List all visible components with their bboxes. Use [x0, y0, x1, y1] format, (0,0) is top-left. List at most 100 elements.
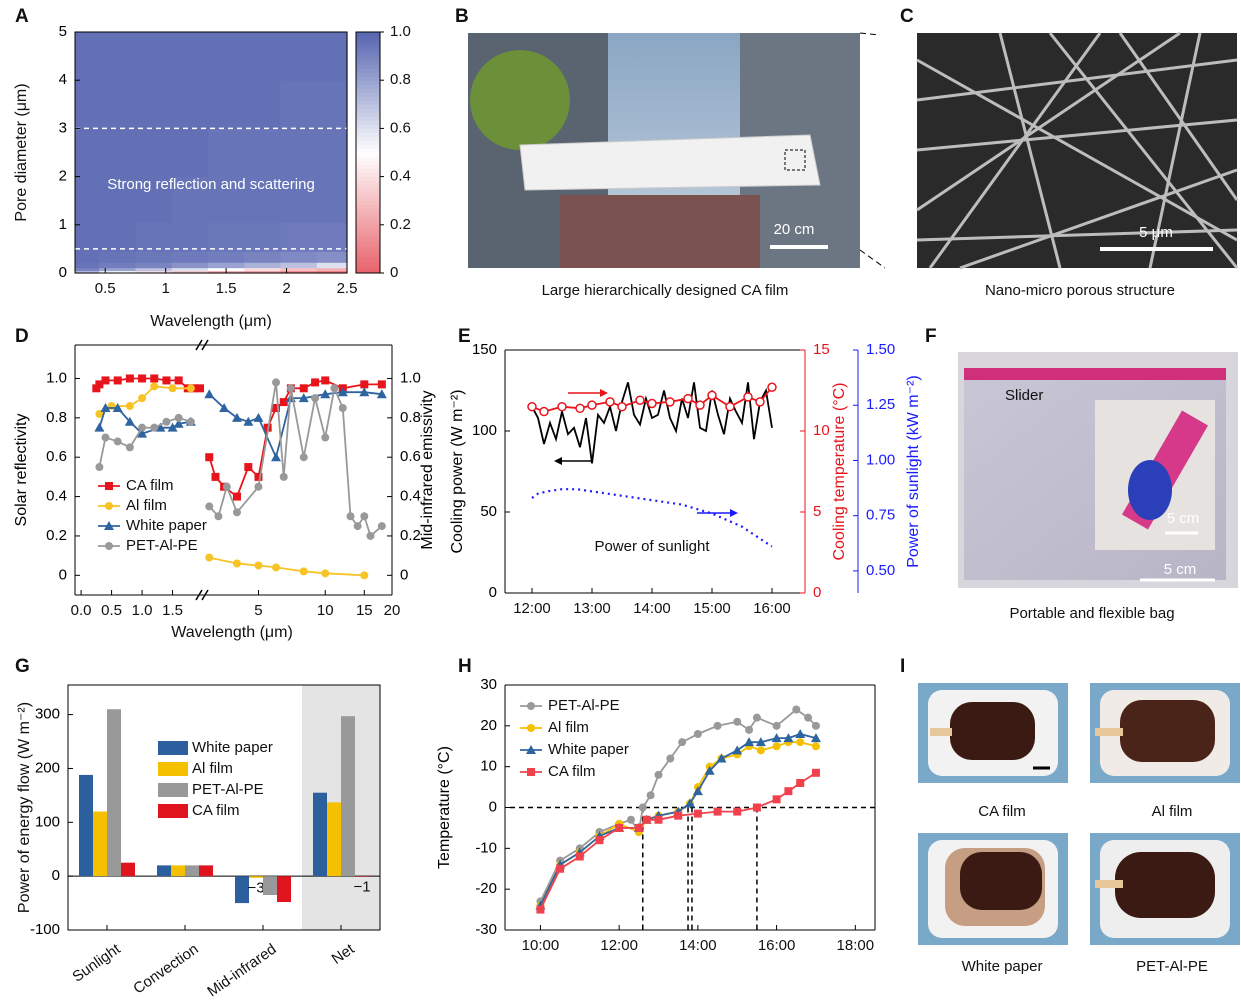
heat-cell: [244, 80, 281, 129]
y-tick-label: 3: [59, 119, 67, 136]
marker: [223, 483, 231, 491]
marker: [792, 706, 800, 714]
marker: [627, 816, 635, 824]
legend-label: PET-Al-PE: [126, 537, 198, 554]
y-tick-label: 1.50: [866, 341, 895, 358]
x-tick-label: 18:00: [837, 937, 875, 954]
heat-cell: [135, 251, 172, 262]
marker: [347, 512, 355, 520]
colorbar-slice: [356, 173, 380, 178]
marker: [233, 508, 241, 516]
marker: [272, 378, 280, 386]
heat-cell: [317, 262, 348, 268]
y-tick-label: -100: [30, 921, 60, 938]
x-tick-label: 2.5: [337, 280, 358, 297]
colorbar-slice: [356, 249, 380, 254]
x-tick-label: 13:00: [573, 600, 611, 617]
caption: White paper: [962, 958, 1043, 975]
heat-cell: [281, 222, 318, 252]
heat-cell: [172, 262, 209, 268]
colorbar-slice: [356, 96, 380, 101]
colorbar-slice: [356, 116, 380, 121]
x-tick-label: Sunlight: [69, 940, 124, 985]
marker: [187, 384, 195, 392]
bar: [249, 876, 263, 878]
marker: [757, 746, 765, 754]
bar: [93, 812, 107, 877]
marker: [812, 722, 820, 730]
legend-swatch: [158, 783, 188, 797]
y-tick-label: 0: [400, 566, 408, 583]
x-tick-label: 1.5: [216, 280, 237, 297]
marker: [205, 502, 213, 510]
colorbar-slice: [356, 201, 380, 206]
marker: [300, 453, 308, 461]
marker: [214, 512, 222, 520]
marker: [556, 865, 564, 873]
heat-cell: [244, 128, 281, 177]
colorbar-slice: [356, 257, 380, 262]
marker: [126, 443, 134, 451]
x-tick-label: 14:00: [679, 937, 717, 954]
marker: [796, 738, 804, 746]
legend-label: CA film: [192, 802, 240, 819]
photo: [918, 833, 1068, 945]
legend-label: PET-Al-PE: [192, 781, 264, 798]
y-tick-label: 5: [59, 23, 67, 40]
colorbar-slice: [356, 132, 380, 137]
colorbar-slice: [356, 193, 380, 198]
x-tick-label: Convection: [130, 941, 201, 998]
colorbar-slice: [356, 88, 380, 93]
y-tick-label: 15: [813, 341, 830, 358]
panel-label: F: [925, 326, 937, 347]
marker: [694, 730, 702, 738]
marker: [773, 742, 781, 750]
x-tick-label: 2: [282, 280, 290, 297]
marker: [233, 493, 241, 501]
marker: [114, 376, 122, 384]
axis-title: Temperature (°C): [436, 746, 453, 869]
legend-marker: [527, 768, 535, 776]
marker: [175, 376, 183, 384]
y-tick-label: 50: [480, 503, 497, 520]
x-tick-label: 12:00: [600, 937, 638, 954]
marker: [666, 398, 674, 406]
axis-title: Solar reflectivity: [13, 414, 30, 527]
colorbar-slice: [356, 124, 380, 129]
photo: [918, 683, 1068, 783]
legend-label: PET-Al-PE: [548, 697, 620, 714]
photo-c: C 5 μm Nano-micro porous structure: [900, 6, 1237, 299]
bar: [313, 793, 327, 876]
marker: [360, 380, 368, 388]
heat-cell: [172, 32, 209, 81]
y-tick-label: 10: [480, 758, 497, 775]
marker: [558, 403, 566, 411]
heat-cell: [172, 80, 209, 129]
marker: [162, 376, 170, 384]
y-tick-label: 0.2: [400, 527, 421, 544]
annotation: Strong reflection and scattering: [107, 176, 315, 193]
colorbar-slice: [356, 245, 380, 250]
heat-cell: [244, 251, 281, 262]
series-line: [209, 558, 364, 576]
marker: [595, 836, 603, 844]
heat-cell: [99, 80, 136, 129]
x-tick-label: 0.5: [101, 602, 122, 619]
x-tick-label: 1.5: [162, 602, 183, 619]
colorbar-slice: [356, 217, 380, 222]
y-tick-label: 0.4: [400, 488, 421, 505]
y-tick-label: 0.8: [46, 409, 67, 426]
heat-cell: [208, 128, 245, 177]
marker: [360, 571, 368, 579]
heat-cell: [75, 177, 100, 223]
marker: [101, 376, 109, 384]
heat-cell: [75, 128, 100, 177]
y-tick-label: 0: [489, 584, 497, 601]
panel-label: G: [15, 656, 30, 677]
y-tick-label: 0.6: [46, 448, 67, 465]
marker: [169, 384, 177, 392]
marker: [576, 404, 584, 412]
bar: [341, 716, 355, 876]
heat-cell: [208, 262, 245, 268]
scale-label: 5 μm: [1139, 224, 1173, 241]
